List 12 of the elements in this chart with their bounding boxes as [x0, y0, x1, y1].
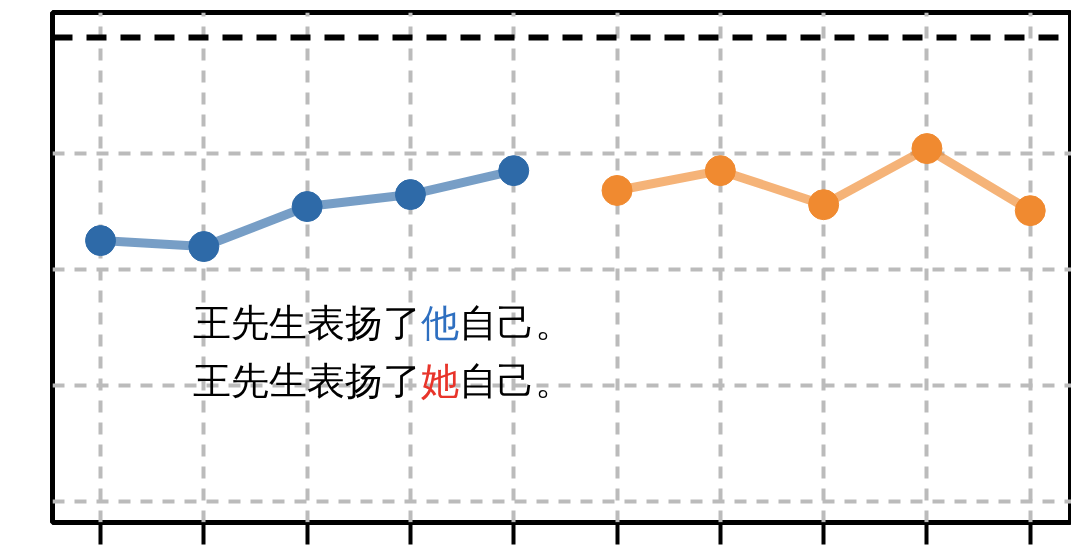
point: [808, 189, 840, 221]
point: [1014, 195, 1046, 227]
point: [394, 179, 426, 211]
point: [498, 155, 530, 187]
point: [188, 231, 220, 263]
point: [704, 155, 736, 187]
point: [291, 191, 323, 223]
annotation: 王先生表扬了他自己。: [192, 300, 573, 345]
point: [911, 133, 943, 165]
annotation: 王先生表扬了她自己。: [192, 358, 573, 403]
point: [601, 175, 633, 206]
point: [85, 225, 117, 257]
